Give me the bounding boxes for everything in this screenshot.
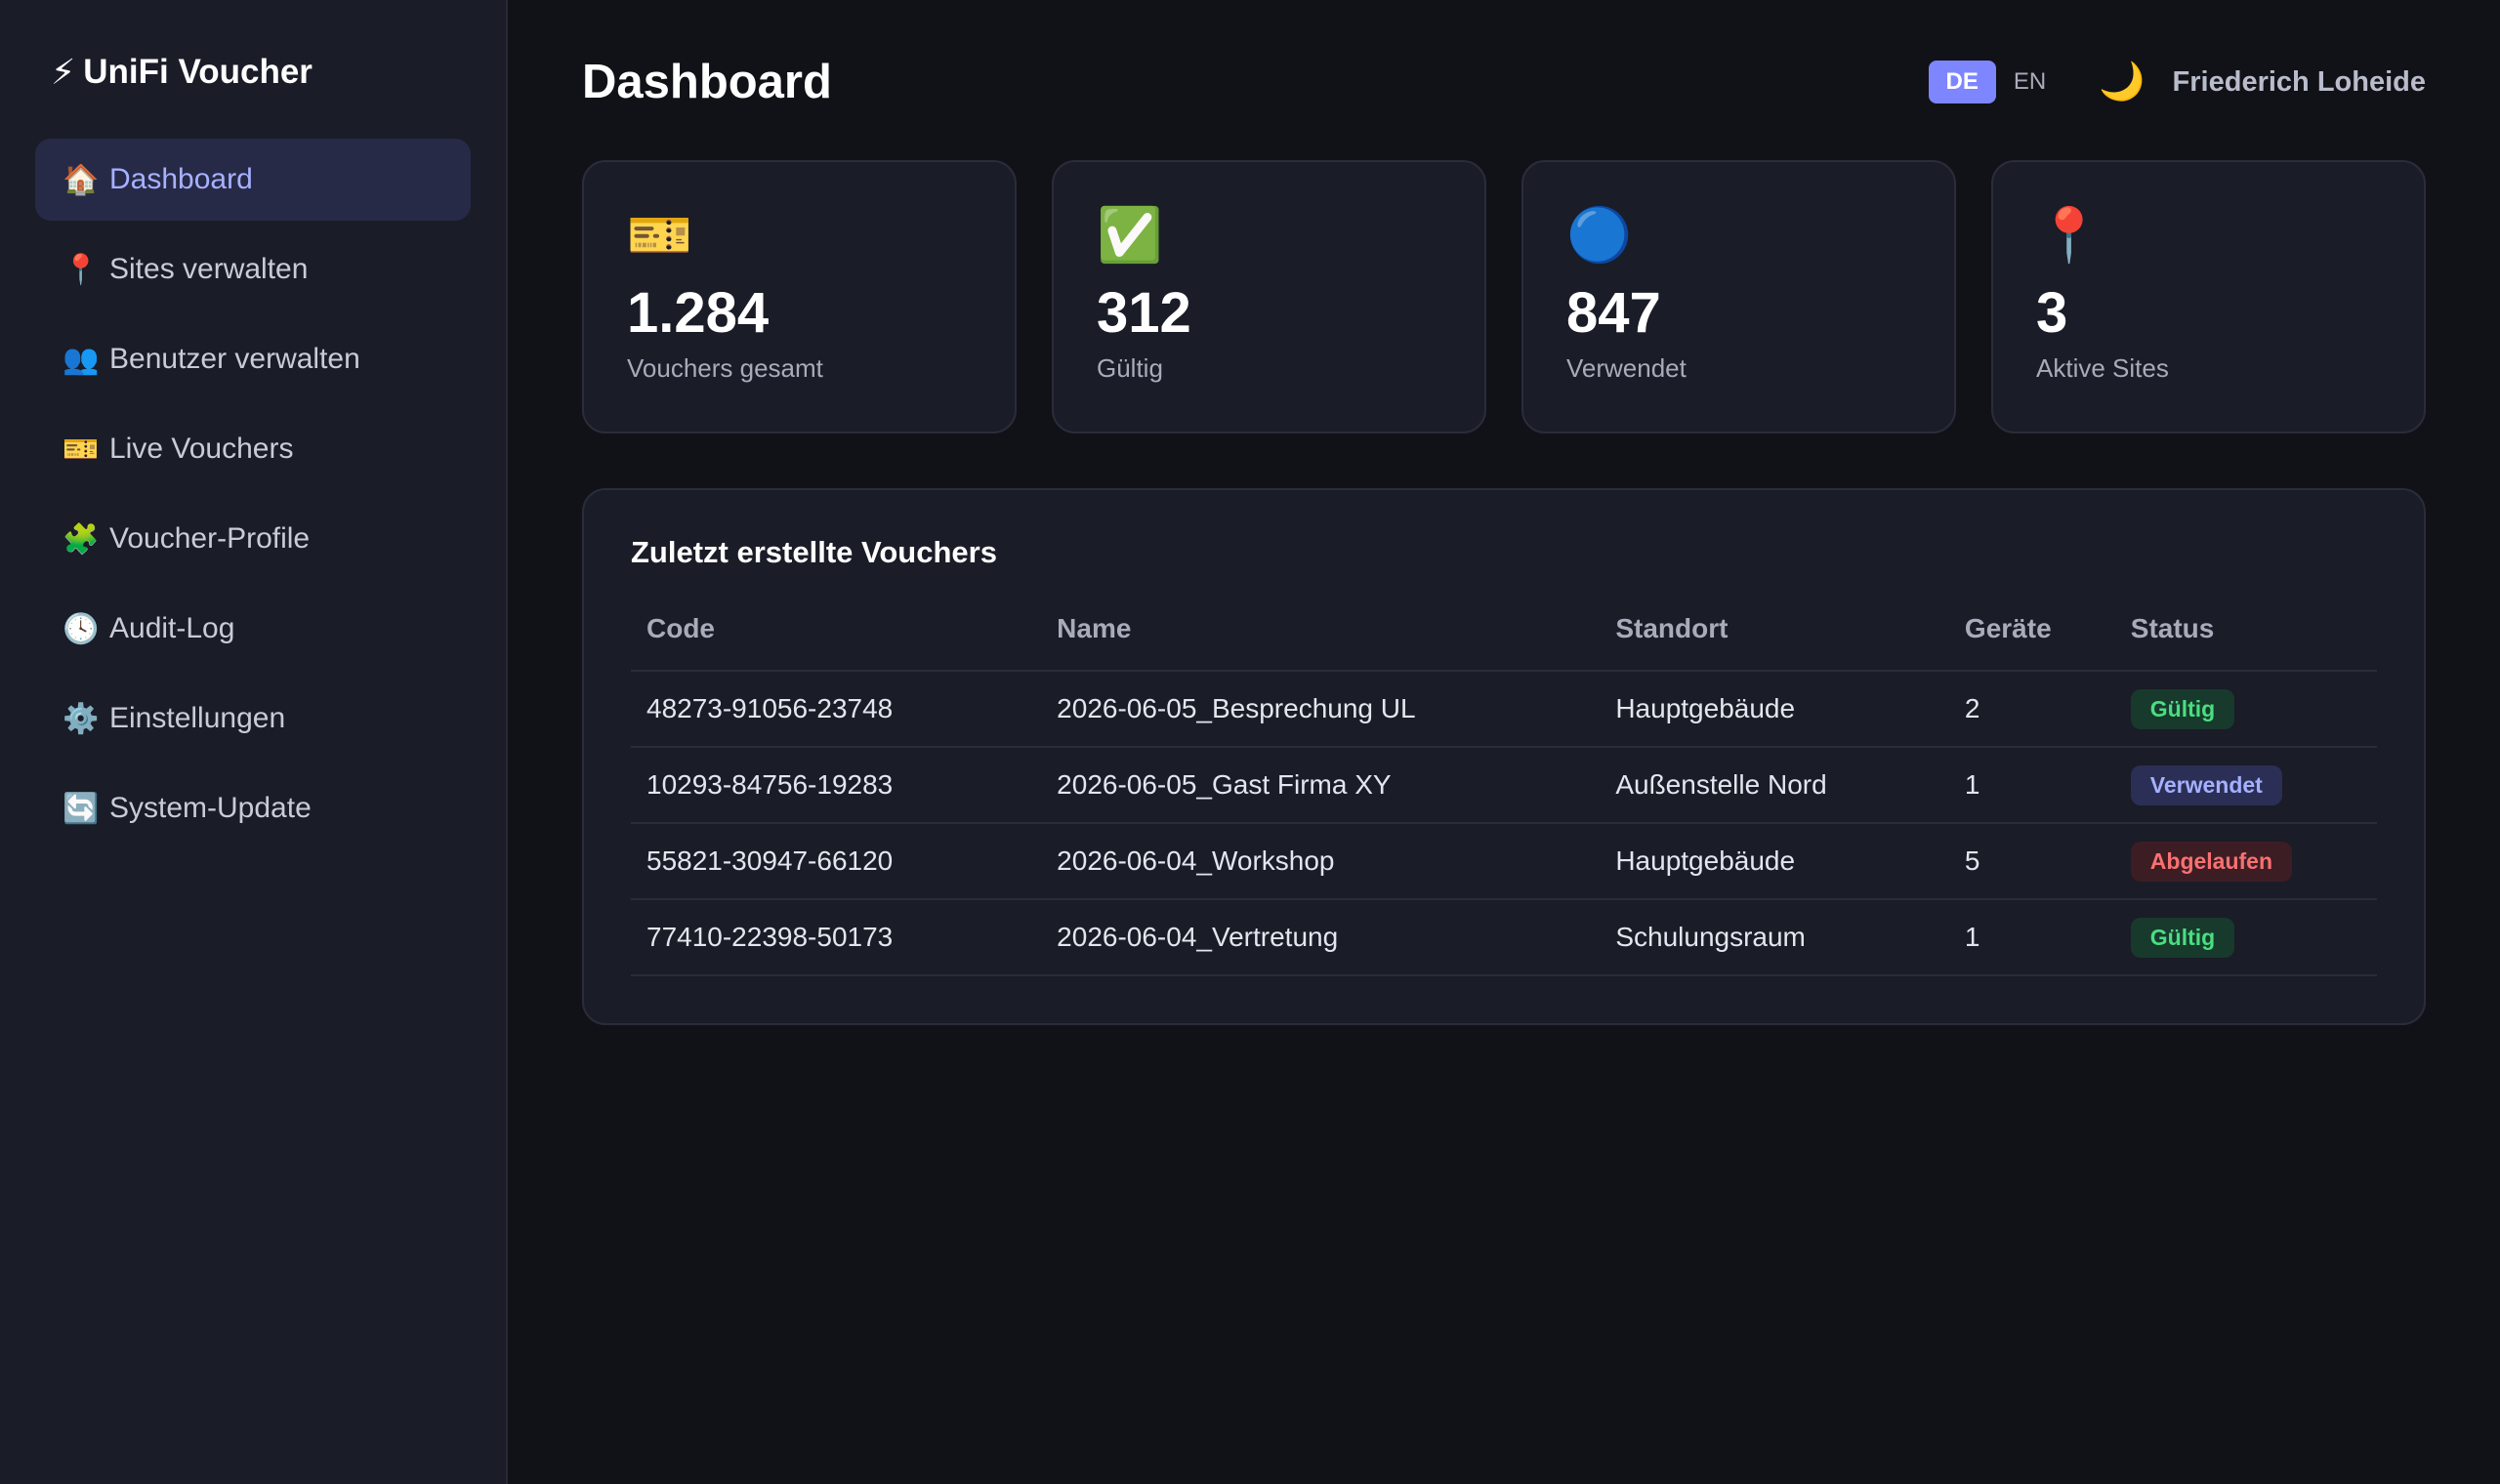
pin-icon: 📍 — [62, 253, 100, 286]
sidebar-item-label: Sites verwalten — [109, 253, 309, 285]
stat-label: Gültig — [1097, 353, 1163, 383]
puzzle-icon: 🧩 — [62, 522, 100, 556]
sidebar-item-system-update[interactable]: 🔄 System-Update — [35, 767, 471, 849]
page-header: Dashboard DE EN 🌙 Friederich Loheide — [582, 55, 2426, 109]
voucher-name: 2026-06-05_Besprechung UL — [1041, 671, 1601, 748]
table-row[interactable]: 10293-84756-19283 2026-06-05_Gast Firma … — [631, 747, 2377, 824]
status-badge: Abgelaufen — [2130, 841, 2293, 882]
blue-circle-icon: 🔵 — [1566, 206, 1633, 265]
stat-label: Verwendet — [1566, 353, 1687, 383]
lightning-icon: ⚡ — [51, 52, 76, 92]
column-header-devices[interactable]: Geräte — [1948, 613, 2115, 672]
recent-vouchers-title: Zuletzt erstellte Vouchers — [631, 535, 997, 569]
sidebar-nav: 🏠 Dashboard 📍 Sites verwalten 👥 Benutzer… — [35, 139, 471, 849]
column-header-name[interactable]: Name — [1041, 613, 1601, 672]
stat-label: Aktive Sites — [2036, 353, 2169, 383]
voucher-name: 2026-06-04_Workshop — [1041, 823, 1601, 900]
sidebar-item-label: Audit-Log — [109, 612, 235, 644]
voucher-status-cell: Gültig — [2114, 671, 2377, 748]
pin-icon: 📍 — [2036, 206, 2103, 265]
column-header-code[interactable]: Code — [631, 613, 1042, 672]
sidebar-item-label: Benutzer verwalten — [109, 343, 360, 375]
check-icon: ✅ — [1097, 206, 1163, 265]
stat-value: 1.284 — [627, 281, 770, 345]
moon-icon[interactable]: 🌙 — [2099, 62, 2146, 103]
voucher-code: 48273-91056-23748 — [631, 671, 1042, 748]
table-row[interactable]: 55821-30947-66120 2026-06-04_Workshop Ha… — [631, 823, 2377, 900]
column-header-site[interactable]: Standort — [1600, 613, 1949, 672]
voucher-status-cell: Verwendet — [2114, 747, 2377, 824]
voucher-devices: 1 — [1948, 747, 2115, 824]
sidebar-item-live-vouchers[interactable]: 🎫 Live Vouchers — [35, 408, 471, 490]
table-row[interactable]: 48273-91056-23748 2026-06-05_Besprechung… — [631, 671, 2377, 748]
table-header-row: Code Name Standort Geräte Status — [631, 613, 2377, 672]
stat-value: 3 — [2036, 281, 2068, 345]
stat-card-used: 🔵 847 Verwendet — [1521, 160, 1956, 433]
stat-card-valid: ✅ 312 Gültig — [1052, 160, 1486, 433]
voucher-devices: 5 — [1948, 823, 2115, 900]
voucher-name: 2026-06-04_Vertretung — [1041, 899, 1601, 976]
voucher-site: Hauptgebäude — [1600, 671, 1949, 748]
column-header-status[interactable]: Status — [2114, 613, 2377, 672]
brand[interactable]: ⚡ UniFi Voucher — [35, 51, 471, 94]
stat-value: 312 — [1097, 281, 1191, 345]
sidebar-item-label: Live Vouchers — [109, 433, 294, 465]
voucher-site: Hauptgebäude — [1600, 823, 1949, 900]
voucher-devices: 2 — [1948, 671, 2115, 748]
brand-title: UniFi Voucher — [83, 53, 312, 91]
stat-value: 847 — [1566, 281, 1661, 345]
clock-icon: 🕓 — [62, 612, 100, 645]
voucher-site: Außenstelle Nord — [1600, 747, 1949, 824]
status-badge: Gültig — [2130, 917, 2235, 958]
voucher-code: 55821-30947-66120 — [631, 823, 1042, 900]
refresh-icon: 🔄 — [62, 792, 100, 825]
sidebar-item-voucher-profiles[interactable]: 🧩 Voucher-Profile — [35, 498, 471, 580]
voucher-code: 77410-22398-50173 — [631, 899, 1042, 976]
sidebar-item-sites[interactable]: 📍 Sites verwalten — [35, 228, 471, 310]
stat-card-total: 🎫 1.284 Vouchers gesamt — [582, 160, 1017, 433]
lang-en-button[interactable]: EN — [2013, 68, 2047, 95]
header-actions: DE EN 🌙 Friederich Loheide — [1928, 61, 2426, 103]
voucher-devices: 1 — [1948, 899, 2115, 976]
sidebar: ⚡ UniFi Voucher 🏠 Dashboard 📍 Sites verw… — [0, 0, 508, 1484]
sidebar-item-users[interactable]: 👥 Benutzer verwalten — [35, 318, 471, 400]
recent-vouchers-table: Code Name Standort Geräte Status 48273-9… — [631, 613, 2377, 976]
sidebar-item-label: Einstellungen — [109, 702, 286, 734]
sidebar-item-audit-log[interactable]: 🕓 Audit-Log — [35, 588, 471, 670]
home-icon: 🏠 — [62, 163, 100, 196]
sidebar-item-label: Dashboard — [109, 163, 253, 195]
main-content: Dashboard DE EN 🌙 Friederich Loheide 🎫 1… — [508, 0, 2500, 1484]
sidebar-item-label: System-Update — [109, 792, 312, 824]
stat-card-active-sites: 📍 3 Aktive Sites — [1991, 160, 2426, 433]
voucher-status-cell: Gültig — [2114, 899, 2377, 976]
recent-vouchers-card: Zuletzt erstellte Vouchers Code Name Sta… — [582, 488, 2426, 1025]
voucher-status-cell: Abgelaufen — [2114, 823, 2377, 900]
sidebar-item-label: Voucher-Profile — [109, 522, 311, 555]
sidebar-item-dashboard[interactable]: 🏠 Dashboard — [35, 139, 471, 221]
stats-grid: 🎫 1.284 Vouchers gesamt ✅ 312 Gültig 🔵 8… — [582, 160, 2426, 433]
lang-de-button[interactable]: DE — [1928, 61, 1996, 103]
voucher-site: Schulungsraum — [1600, 899, 1949, 976]
sidebar-item-settings[interactable]: ⚙️ Einstellungen — [35, 678, 471, 760]
status-badge: Verwendet — [2130, 764, 2282, 805]
status-badge: Gültig — [2130, 688, 2235, 729]
page-title: Dashboard — [582, 56, 832, 108]
user-name[interactable]: Friederich Loheide — [2172, 65, 2426, 98]
ticket-icon: 🎫 — [627, 206, 693, 265]
stat-label: Vouchers gesamt — [627, 353, 823, 383]
users-icon: 👥 — [62, 343, 100, 376]
voucher-code: 10293-84756-19283 — [631, 747, 1042, 824]
table-row[interactable]: 77410-22398-50173 2026-06-04_Vertretung … — [631, 899, 2377, 976]
ticket-icon: 🎫 — [62, 433, 100, 466]
voucher-name: 2026-06-05_Gast Firma XY — [1041, 747, 1601, 824]
gear-icon: ⚙️ — [62, 702, 100, 735]
